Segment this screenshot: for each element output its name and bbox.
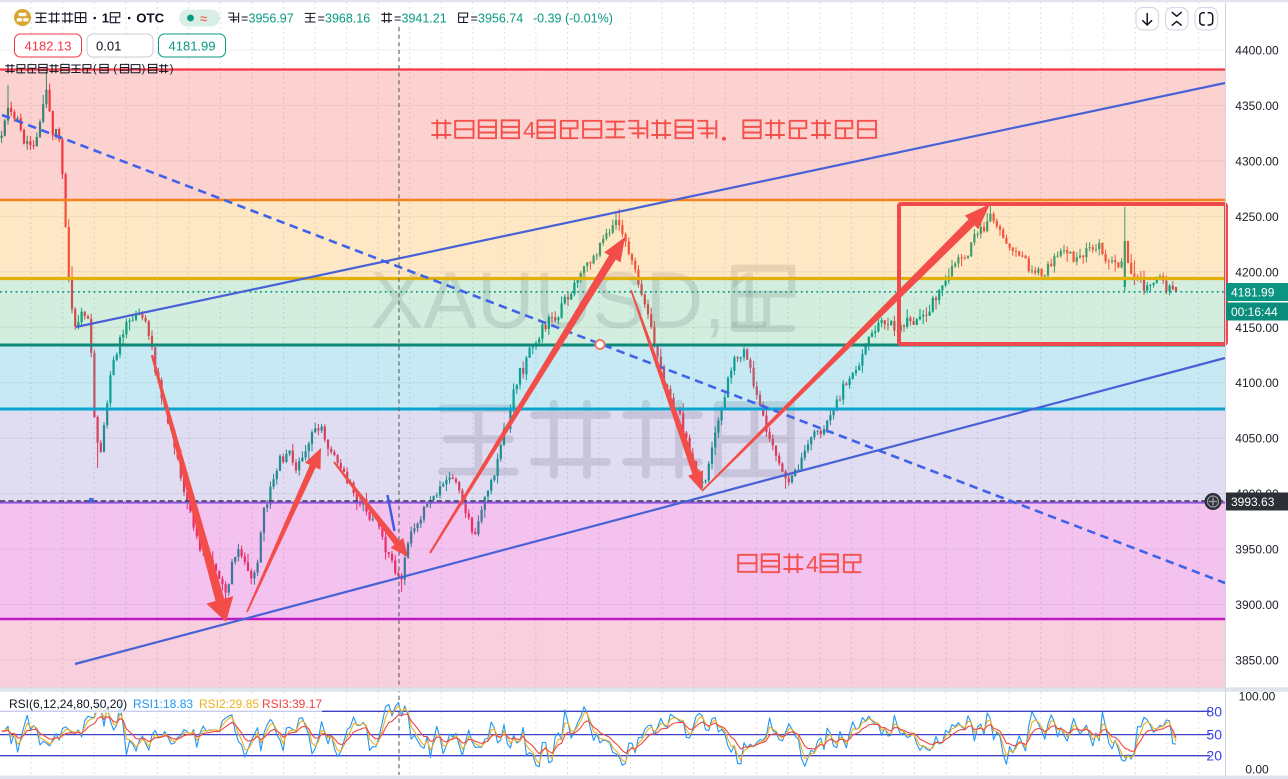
svg-text:4400.00: 4400.00 (1235, 44, 1279, 58)
svg-text:4350.00: 4350.00 (1235, 99, 1279, 113)
svg-text:=: = (241, 12, 248, 26)
svg-text:3950.00: 3950.00 (1235, 543, 1279, 557)
svg-text:4150.00: 4150.00 (1235, 321, 1279, 335)
svg-text:20: 20 (1206, 748, 1222, 764)
svg-text:4182.13: 4182.13 (25, 39, 72, 54)
svg-text:4300.00: 4300.00 (1235, 154, 1279, 168)
svg-text:4100.00: 4100.00 (1235, 376, 1279, 390)
svg-text:=: = (318, 12, 325, 26)
svg-text:(: ( (113, 63, 117, 75)
svg-text:3956.74: 3956.74 (478, 12, 523, 26)
svg-text:4181.99: 4181.99 (1231, 286, 1275, 300)
svg-text:4: 4 (523, 117, 536, 143)
svg-text:1: 1 (102, 11, 109, 26)
svg-text:RSI1:18.83: RSI1:18.83 (133, 697, 193, 711)
svg-text:50: 50 (1206, 727, 1222, 743)
svg-text:≈: ≈ (200, 11, 207, 26)
svg-text:RSI3:39.17: RSI3:39.17 (262, 697, 322, 711)
svg-text:3968.16: 3968.16 (325, 12, 370, 26)
svg-text:OTC: OTC (136, 11, 164, 26)
svg-text:3956.97: 3956.97 (249, 12, 294, 26)
svg-text:3941.21: 3941.21 (402, 12, 447, 26)
svg-text:00:16:44: 00:16:44 (1231, 305, 1278, 319)
svg-text:4200.00: 4200.00 (1235, 265, 1279, 279)
svg-text:4181.99: 4181.99 (169, 39, 216, 54)
svg-text:): ) (170, 63, 174, 75)
svg-text:0.01: 0.01 (96, 39, 121, 54)
svg-text:-0.39 (-0.01%): -0.39 (-0.01%) (533, 12, 613, 26)
svg-text:0.00: 0.00 (1245, 763, 1269, 777)
svg-text:=: = (471, 12, 478, 26)
svg-text:80: 80 (1206, 703, 1222, 719)
svg-text:3993.63: 3993.63 (1231, 495, 1275, 509)
svg-text:3900.00: 3900.00 (1235, 598, 1279, 612)
svg-text:100.00: 100.00 (1239, 690, 1276, 704)
svg-text:4: 4 (806, 551, 819, 577)
svg-text:(: ( (93, 63, 97, 75)
svg-text:=: = (394, 12, 401, 26)
svg-text:RSI(6,12,24,80,50,20): RSI(6,12,24,80,50,20) (9, 697, 127, 711)
svg-text:): ) (142, 63, 146, 75)
svg-text:4250.00: 4250.00 (1235, 210, 1279, 224)
svg-text:4050.00: 4050.00 (1235, 432, 1279, 446)
svg-text:RSI2:29.85: RSI2:29.85 (199, 697, 259, 711)
svg-text:3850.00: 3850.00 (1235, 654, 1279, 668)
